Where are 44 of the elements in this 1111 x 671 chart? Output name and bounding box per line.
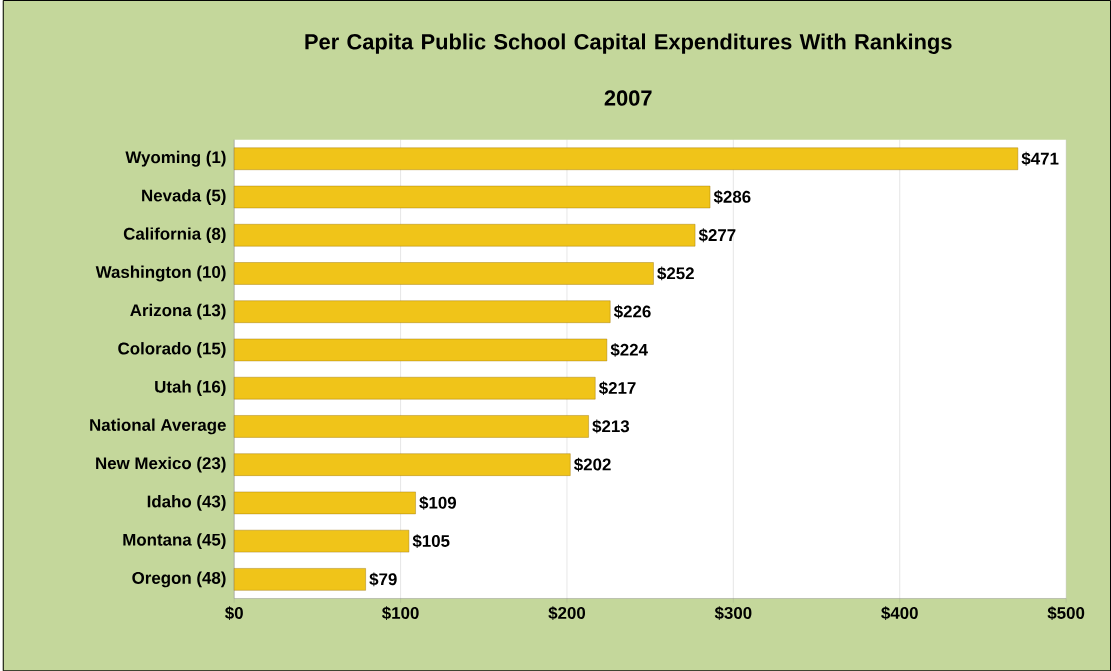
data-label: $202 <box>574 457 611 472</box>
bar <box>233 223 696 247</box>
bar <box>233 529 410 553</box>
data-label: $252 <box>657 266 694 281</box>
bar <box>233 185 711 209</box>
y-tick-label: New Mexico (23) <box>96 456 226 473</box>
bar <box>233 453 571 476</box>
data-label: $213 <box>592 419 630 434</box>
x-tick-label: $400 <box>881 606 918 620</box>
data-label: $224 <box>610 342 648 357</box>
x-tick-label: $100 <box>382 606 419 620</box>
chart-subtitle: 2007 <box>604 90 652 106</box>
bar <box>233 376 596 400</box>
bar <box>233 300 611 323</box>
bar <box>233 568 366 591</box>
bar <box>233 491 416 514</box>
y-tick-label: Nevada (5) <box>142 188 226 205</box>
y-tick-label: Montana (45) <box>123 533 226 549</box>
y-tick-label: Utah (16) <box>155 380 226 396</box>
bar <box>233 147 1019 170</box>
data-label: $277 <box>698 228 736 242</box>
y-tick-label: Colorado (15) <box>118 341 226 358</box>
data-label: $79 <box>369 572 397 587</box>
data-label: $226 <box>613 304 651 319</box>
y-tick-label: California (8) <box>123 227 226 243</box>
data-label: $109 <box>419 495 457 510</box>
data-label: $286 <box>713 189 751 204</box>
y-tick-label: National Average <box>90 418 226 435</box>
x-tick-label: $300 <box>714 606 752 620</box>
y-tick-label: Washington (10) <box>95 265 226 282</box>
y-tick-label: Idaho (43) <box>147 494 226 511</box>
x-tick-label: $0 <box>225 606 243 620</box>
bar <box>233 338 608 361</box>
x-tick-label: $500 <box>1047 606 1085 620</box>
data-label: $105 <box>412 534 450 548</box>
x-tick-label: $200 <box>548 606 586 620</box>
data-label: $217 <box>598 381 636 395</box>
chart-title: Per Capita Public School Capital Expenditures With Rankings <box>305 33 952 54</box>
y-tick-label: Arizona (13) <box>130 303 226 320</box>
bar <box>233 262 654 285</box>
bar <box>233 415 589 438</box>
y-tick-label: Wyoming (1) <box>125 150 226 167</box>
y-tick-label: Oregon (48) <box>132 571 226 588</box>
data-label: $471 <box>1021 151 1059 166</box>
